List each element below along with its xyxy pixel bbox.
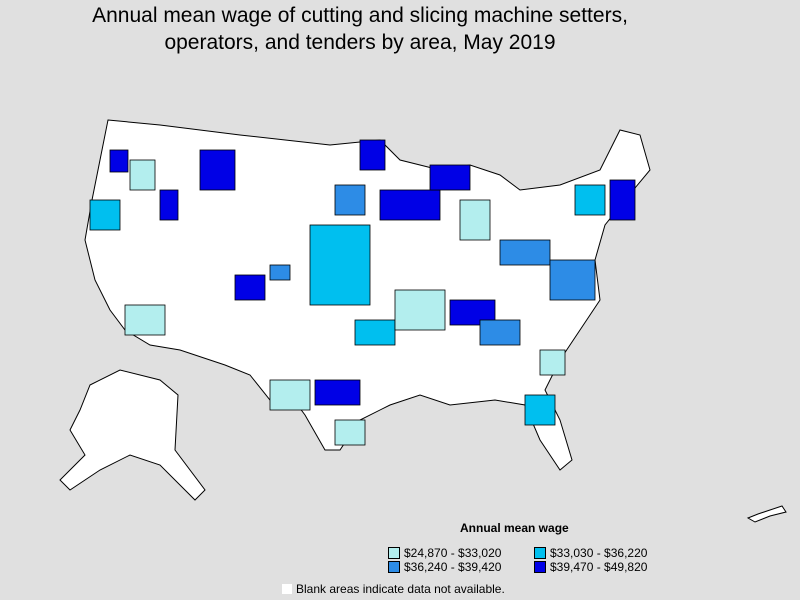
legend-item: $39,470 - $49,820 [534,560,647,574]
wage-area [159,189,179,221]
legend-swatch [534,561,546,573]
wage-area [359,139,386,171]
wage-area [549,259,596,301]
wage-area [524,394,556,426]
wage-area [459,199,491,241]
wage-area [394,289,446,331]
wage-area [124,304,166,336]
legend-label: $36,240 - $39,420 [404,560,502,574]
legend-label: $39,470 - $49,820 [550,560,648,574]
legend-swatch [388,547,400,559]
wage-area [269,379,311,411]
wage-area [334,184,366,216]
title: Annual mean wage of cutting and slicing … [92,4,628,54]
legend-swatch [534,547,546,559]
wage-area [199,149,236,191]
wage-area [314,379,361,406]
wage-area [234,274,266,301]
legend-swatch [388,561,400,573]
wage-area [574,184,606,216]
note: Blank areas indicate data not available. [282,582,505,596]
hawaii-outline [746,505,787,523]
wage-area [499,239,551,266]
wage-area [269,264,291,281]
legend-item: $36,240 - $39,420 [388,560,501,574]
alaska-outline [59,369,206,501]
wage-area [129,159,156,191]
legend-item: $33,030 - $36,220 [534,546,647,560]
wage-area [89,199,121,231]
legend-title: Annual mean wage [460,521,569,535]
legend-item: $24,870 - $33,020 [388,546,501,560]
wage-area [309,224,371,306]
wage-area [429,164,471,191]
note-swatch [282,584,292,594]
note-text: Blank areas indicate data not available. [296,582,505,596]
wage-areas [89,139,636,446]
wage-area [609,179,636,221]
wage-area [479,319,521,346]
wage-area [354,319,396,346]
wage-area [539,349,566,376]
wage-area [109,149,129,173]
legend-label: $24,870 - $33,020 [404,546,502,560]
legend-label: $33,030 - $36,220 [550,546,648,560]
wage-area [334,419,366,446]
wage-area [379,189,441,221]
